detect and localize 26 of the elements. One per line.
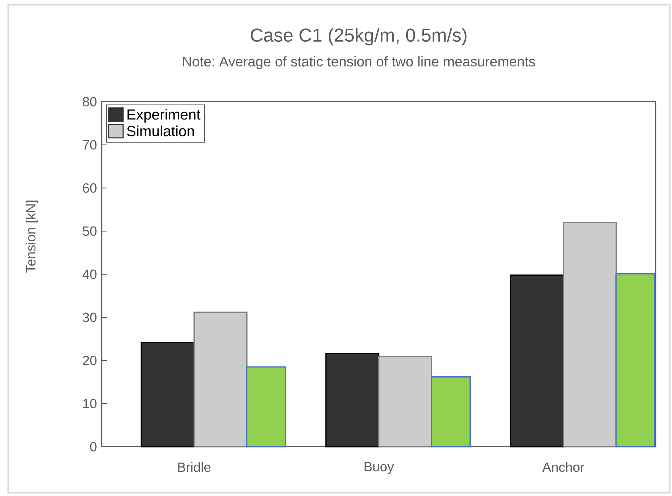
x-tick-label: Anchor: [542, 462, 585, 472]
y-tick-label: 60: [83, 184, 97, 193]
bar: [140, 342, 195, 448]
bar: [563, 222, 618, 448]
y-tick-label: 10: [83, 399, 97, 409]
y-tick-label: 0: [90, 442, 97, 452]
bar: [616, 273, 656, 448]
bar: [326, 353, 380, 448]
bar: [431, 376, 472, 448]
x-tick-label: Bridle: [178, 462, 211, 472]
y-tick-label: 30: [82, 312, 97, 322]
y-tick-label: 70: [83, 140, 97, 150]
bar: [194, 312, 248, 448]
bar: [510, 274, 564, 448]
chart-title: Case C1 (25kg/m, 0.5m/s): [251, 28, 467, 46]
y-tick-label: 50: [83, 226, 97, 236]
legend-label: Simulation: [127, 126, 194, 137]
y-tick-label: 40: [82, 270, 97, 280]
chart-subtitle: Note: Average of static tension of two line measurements: [183, 56, 536, 70]
y-tick-label: 20: [83, 356, 97, 366]
x-tick-label: Buoy: [364, 462, 394, 474]
y-tick-label: 80: [83, 97, 97, 107]
legend-label: Experiment: [128, 109, 201, 123]
bar: [246, 366, 286, 448]
bar: [378, 356, 432, 448]
y-axis-title: Tension [kN]: [26, 200, 38, 273]
